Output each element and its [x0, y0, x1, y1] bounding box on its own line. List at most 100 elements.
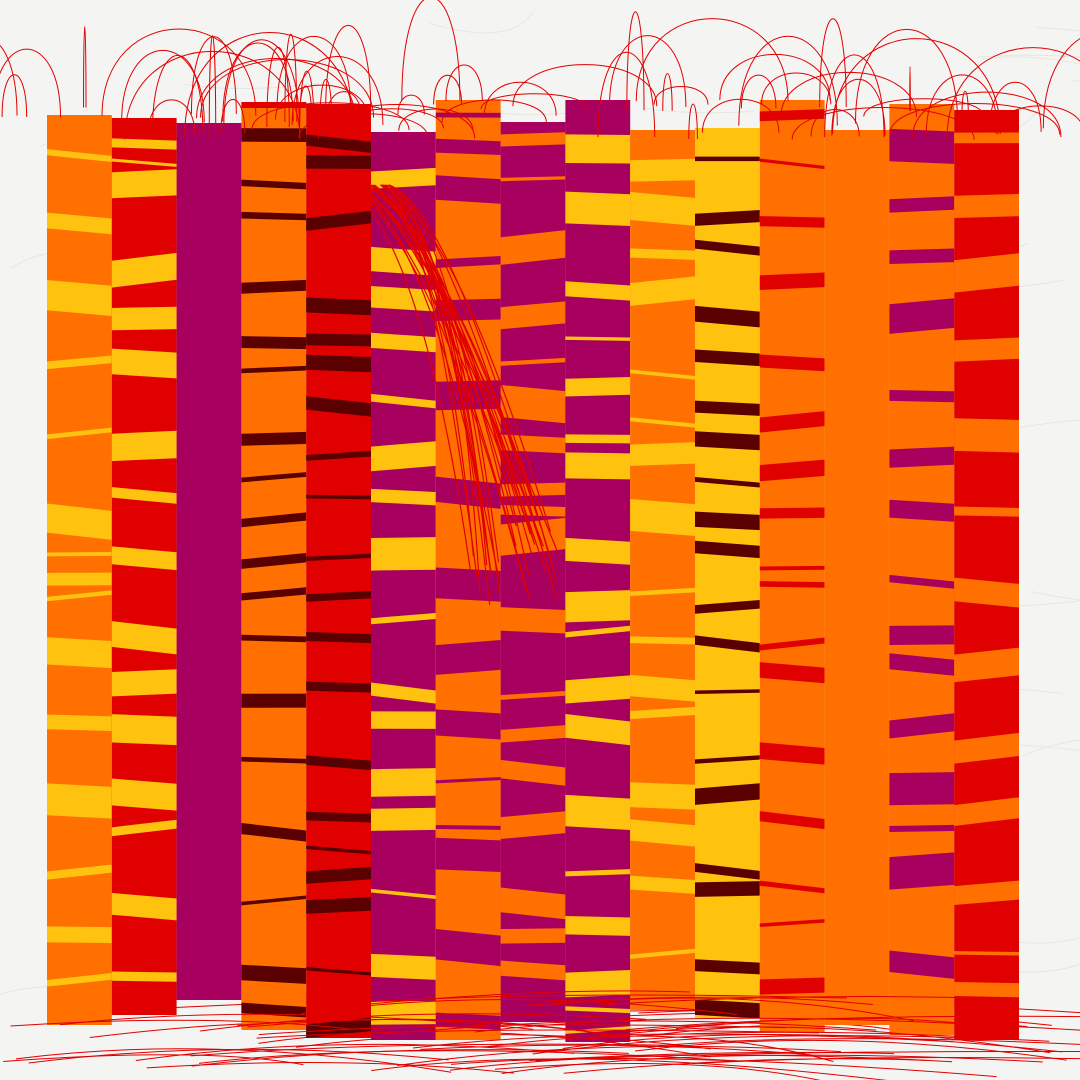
column-stripe: [47, 212, 112, 235]
column-stripe: [111, 819, 177, 837]
red-curve: [337, 994, 847, 1005]
column-stripe: [759, 662, 825, 684]
column-stripe: [695, 156, 760, 162]
flow-line: [1073, 79, 1080, 82]
red-curve: [339, 108, 444, 129]
column-stripe: [889, 389, 955, 403]
flow-line: [1014, 419, 1080, 429]
column-stripe: [630, 417, 695, 428]
column-cap: [241, 102, 307, 108]
red-curve: [587, 1026, 1051, 1054]
red-curve: [433, 75, 463, 105]
column-stripe: [565, 713, 631, 746]
column-stripe: [695, 600, 760, 614]
column-stripe: [241, 895, 307, 906]
column-body: [176, 123, 242, 1000]
column-stripe: [565, 590, 631, 623]
red-curve: [738, 36, 838, 126]
column-stripe: [565, 281, 631, 301]
column-stripe: [630, 158, 695, 182]
red-curve: [258, 1024, 786, 1036]
striped-columns: [47, 100, 1019, 1042]
column-stripe: [759, 919, 825, 927]
red-curve: [719, 53, 831, 101]
red-curve: [222, 42, 294, 122]
column-stripe: [306, 811, 371, 823]
column-stripe: [889, 446, 955, 468]
column-stripe: [500, 357, 566, 366]
red-curve: [237, 1018, 626, 1037]
red-curve: [276, 36, 351, 109]
column-stripe: [500, 887, 566, 920]
column-stripe: [435, 837, 501, 872]
red-curve: [863, 98, 985, 117]
column-stripe: [695, 540, 760, 559]
red-curve: [151, 55, 204, 135]
red-curve: [691, 1057, 1080, 1065]
column-stripe: [371, 953, 436, 980]
column-body: [47, 115, 112, 1025]
column-stripe: [371, 537, 436, 571]
red-curve: [200, 1013, 647, 1032]
column-stripe: [565, 675, 631, 704]
column-stripe: [111, 138, 177, 150]
column-stripe: [111, 348, 177, 379]
column-stripe: [111, 714, 177, 746]
red-curve: [538, 997, 915, 1022]
red-curve: [371, 184, 491, 570]
column-stripe: [371, 612, 436, 625]
column-stripe: [306, 967, 371, 976]
column-stripe: [889, 128, 955, 164]
red-curve: [425, 1020, 877, 1032]
column-stripe: [954, 951, 1019, 956]
column-stripe: [889, 950, 955, 979]
column-stripe: [47, 149, 112, 162]
red-curve: [208, 35, 217, 139]
red-curve: [135, 1043, 575, 1061]
column-stripe: [954, 193, 1019, 219]
column-stripe: [759, 581, 825, 588]
column-stripe: [435, 567, 501, 602]
red-curve: [147, 99, 196, 135]
column-body: [630, 130, 695, 1010]
column-stripe: [435, 175, 501, 204]
red-curve: [398, 108, 474, 131]
column: [241, 102, 307, 1030]
red-curve: [451, 1058, 997, 1078]
column-stripe: [435, 138, 501, 156]
column-stripe: [306, 354, 371, 373]
column-stripe: [500, 434, 566, 454]
column-stripe: [306, 681, 371, 693]
red-curve: [374, 184, 517, 527]
column-stripe: [500, 759, 566, 786]
column-stripe: [371, 332, 436, 353]
column-stripe: [47, 552, 112, 557]
column-stripe: [371, 807, 436, 831]
red-curve: [345, 184, 471, 570]
red-curve: [832, 38, 1001, 134]
red-curve: [1, 74, 28, 118]
red-curve: [529, 1051, 895, 1062]
column-stripe: [371, 167, 436, 189]
column-stripe: [695, 635, 760, 653]
red-curve: [662, 73, 673, 111]
column-stripe: [241, 128, 307, 142]
column-stripe: [695, 755, 760, 764]
column-stripe: [954, 880, 1019, 906]
column-stripe: [47, 280, 112, 316]
column-stripe: [759, 977, 825, 995]
column-stripe: [759, 880, 825, 894]
column-stripe: [565, 191, 631, 227]
column-cap: [306, 104, 371, 110]
red-curve: [199, 1050, 743, 1064]
red-curve: [483, 81, 557, 116]
column-stripe: [695, 511, 760, 531]
red-curve: [325, 91, 363, 120]
column-stripe: [241, 431, 307, 446]
column: [630, 130, 695, 1010]
red-curve: [988, 81, 1042, 132]
column-stripe: [889, 653, 955, 676]
red-curve: [791, 107, 975, 140]
column: [759, 100, 825, 1032]
